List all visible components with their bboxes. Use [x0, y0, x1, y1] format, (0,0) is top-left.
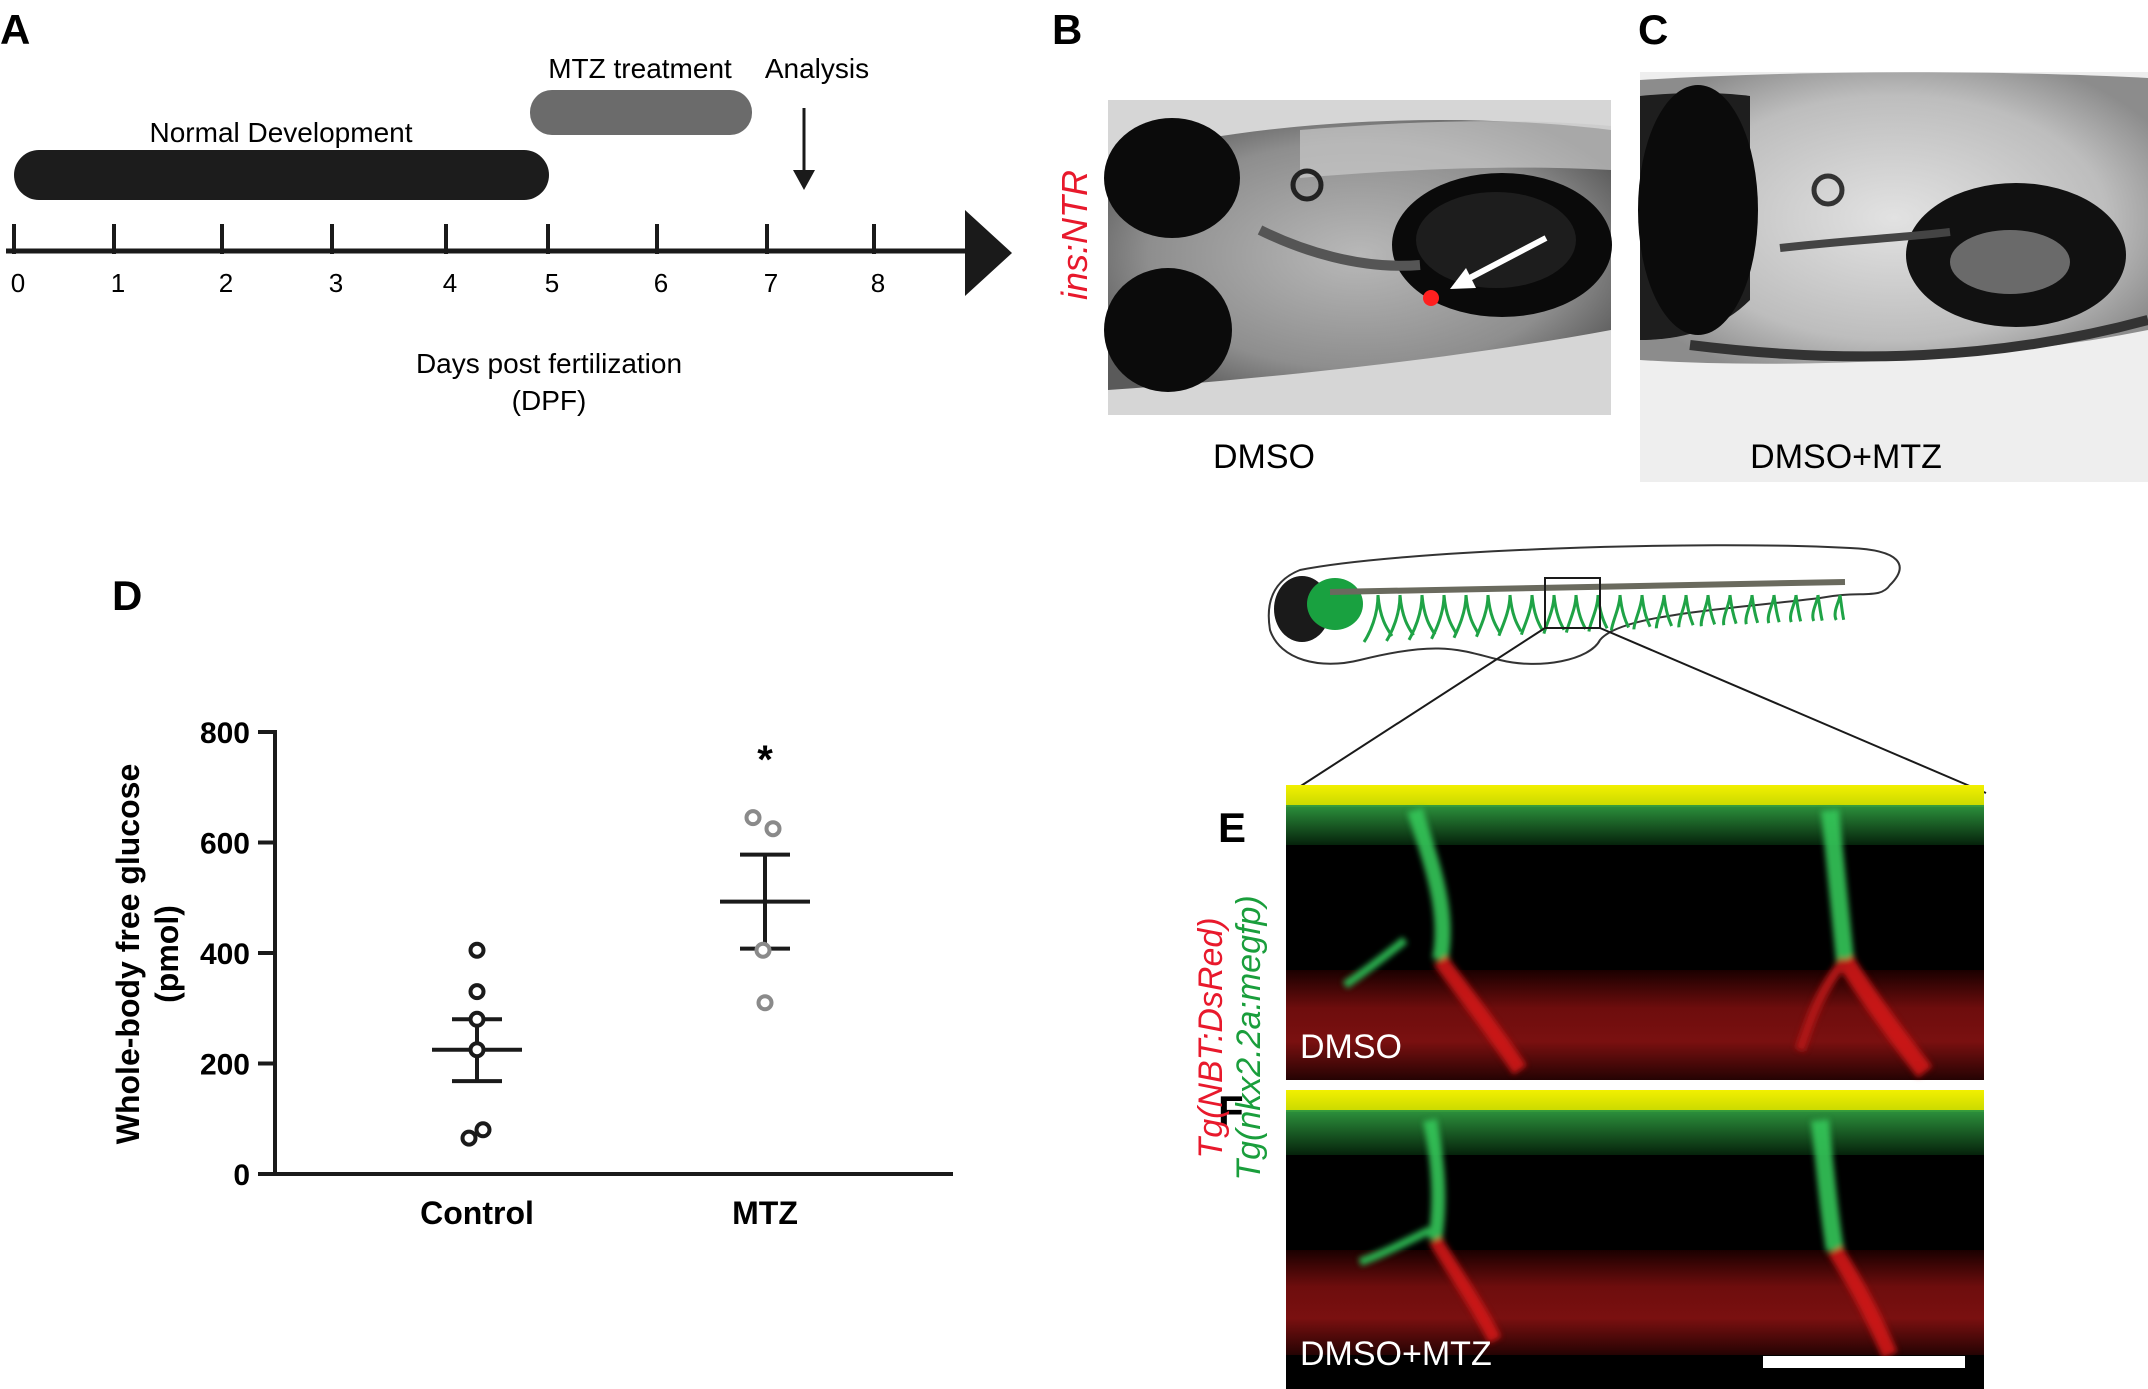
confocal-dmso-mtz [1286, 1090, 1984, 1389]
timeline-arrowhead-icon [965, 210, 1012, 296]
zoom-box [1544, 577, 1601, 629]
y-axis-label-line2: (pmol) [149, 905, 185, 1003]
x-category-label-mtz: MTZ [732, 1195, 798, 1231]
timeline-tick-label-6: 6 [654, 268, 668, 298]
panel-c-letter: C [1638, 6, 1668, 53]
timeline-tick-label-4: 4 [443, 268, 457, 298]
confocal-dmso [1286, 785, 1984, 1080]
panel-a-letter: A [0, 6, 30, 53]
ef-side-label: Tg(NBT:DsRed) Tg(nkx2.2a:megfp) [1192, 895, 1268, 1180]
islet-pointer-arrow-icon [1450, 235, 1548, 289]
x-category-labels: Control MTZ [420, 1195, 798, 1231]
data-point-mtz-2 [754, 941, 772, 959]
panel-f-letter: F [1218, 1087, 1244, 1134]
panel-b: B ins:NTR DMSO [1052, 6, 1612, 476]
panel-b-letter: B [1052, 6, 1082, 53]
data-point-control-3 [468, 1041, 486, 1059]
confocal-dmso-caption: DMSO [1300, 1028, 1402, 1066]
panel-e-letter: E [1218, 804, 1246, 851]
y-tick-label-800: 800 [200, 717, 250, 750]
panel-d: D 0 200 400 600 800 Control MTZ * Whole-body … [110, 572, 953, 1231]
normal-development-label: Normal Development [150, 117, 413, 148]
x-category-label-control: Control [420, 1195, 534, 1231]
chart-marks: * [432, 738, 810, 1147]
nkx-megfp-label: Tg(nkx2.2a:megfp) [1230, 895, 1268, 1180]
scale-bar [1763, 1356, 1965, 1368]
panel-c: C DMSO+MTZ [1638, 6, 2148, 482]
glucose-chart: 0 200 400 600 800 Control MTZ * Whole-body fr… [110, 717, 953, 1231]
timeline-ticks [12, 224, 876, 254]
normal-development-bar [14, 150, 549, 200]
significance-asterisk: * [757, 738, 773, 782]
nbt-dsred-label: Tg(NBT:DsRed) [1192, 917, 1230, 1158]
data-point-mtz-0 [744, 809, 762, 827]
data-point-control-0 [468, 941, 486, 959]
panel-e: E DMSO [1218, 785, 1984, 1080]
data-point-control-5 [460, 1129, 478, 1147]
micrograph-dmso-mtz-caption: DMSO+MTZ [1750, 438, 1942, 476]
panel-a: A Normal Development MTZ treatment Analy… [0, 6, 1012, 416]
data-point-control-2 [468, 1010, 486, 1028]
mtz-treatment-label: MTZ treatment [548, 53, 732, 84]
data-point-control-4 [474, 1121, 492, 1139]
confocal-dmso-mtz-caption: DMSO+MTZ [1300, 1335, 1492, 1373]
axis-label-dpf-line2: (DPF) [512, 385, 587, 416]
y-tick-label-200: 200 [200, 1049, 250, 1082]
timeline-axis: 0 1 2 3 4 5 6 7 8 [6, 210, 1012, 298]
timeline-tick-label-0: 0 [11, 268, 25, 298]
mtz-treatment-bar [530, 90, 752, 135]
y-tick-label-0: 0 [233, 1159, 250, 1192]
timeline-tick-label-8: 8 [871, 268, 885, 298]
timeline-tick-label-2: 2 [219, 268, 233, 298]
micrograph-dmso [1104, 100, 1612, 415]
y-tick-label-600: 600 [200, 828, 250, 861]
timeline-tick-label-3: 3 [329, 268, 343, 298]
analysis-label: Analysis [765, 53, 869, 84]
svg-text:Tg(NBT:DsRed): Tg(NBT:DsRed) [1192, 917, 1230, 1158]
panel-d-letter: D [112, 572, 142, 619]
y-ticks: 0 200 400 600 800 [200, 717, 275, 1192]
timeline-tick-label-7: 7 [764, 268, 778, 298]
y-axis-label-line1: Whole-body free glucose [110, 764, 146, 1144]
ins-ntr-label: ins:NTR [1054, 170, 1095, 300]
timeline-tick-label-1: 1 [111, 268, 125, 298]
data-point-mtz-1 [764, 820, 782, 838]
islet-signal [1423, 290, 1439, 306]
axis-label-dpf-line1: Days post fertilization [416, 348, 682, 379]
micrograph-dmso-mtz [1638, 72, 2148, 482]
timeline-tick-labels: 0 1 2 3 4 5 6 7 8 [11, 268, 885, 298]
timeline-tick-label-5: 5 [545, 268, 559, 298]
svg-text:Tg(nkx2.2a:megfp): Tg(nkx2.2a:megfp) [1230, 895, 1268, 1180]
analysis-arrow-icon [793, 108, 815, 190]
panel-f: F DMSO+MTZ [1218, 1087, 1984, 1389]
data-point-control-1 [468, 983, 486, 1001]
larva-schematic [1267, 544, 1987, 794]
schematic-motor-axons [1362, 594, 1846, 643]
micrograph-dmso-caption: DMSO [1213, 438, 1315, 476]
y-tick-label-400: 400 [200, 938, 250, 971]
data-point-mtz-3 [756, 994, 774, 1012]
